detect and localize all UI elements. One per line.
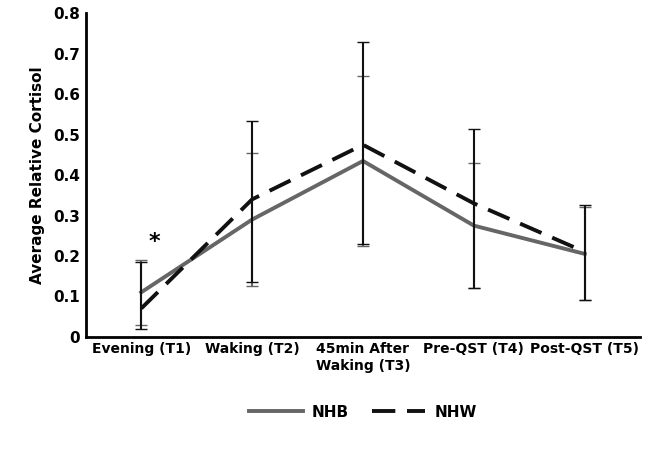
Legend: NHB, NHW: NHB, NHW	[243, 399, 483, 426]
Text: *: *	[148, 232, 160, 252]
Y-axis label: Average Relative Cortisol: Average Relative Cortisol	[30, 66, 45, 284]
